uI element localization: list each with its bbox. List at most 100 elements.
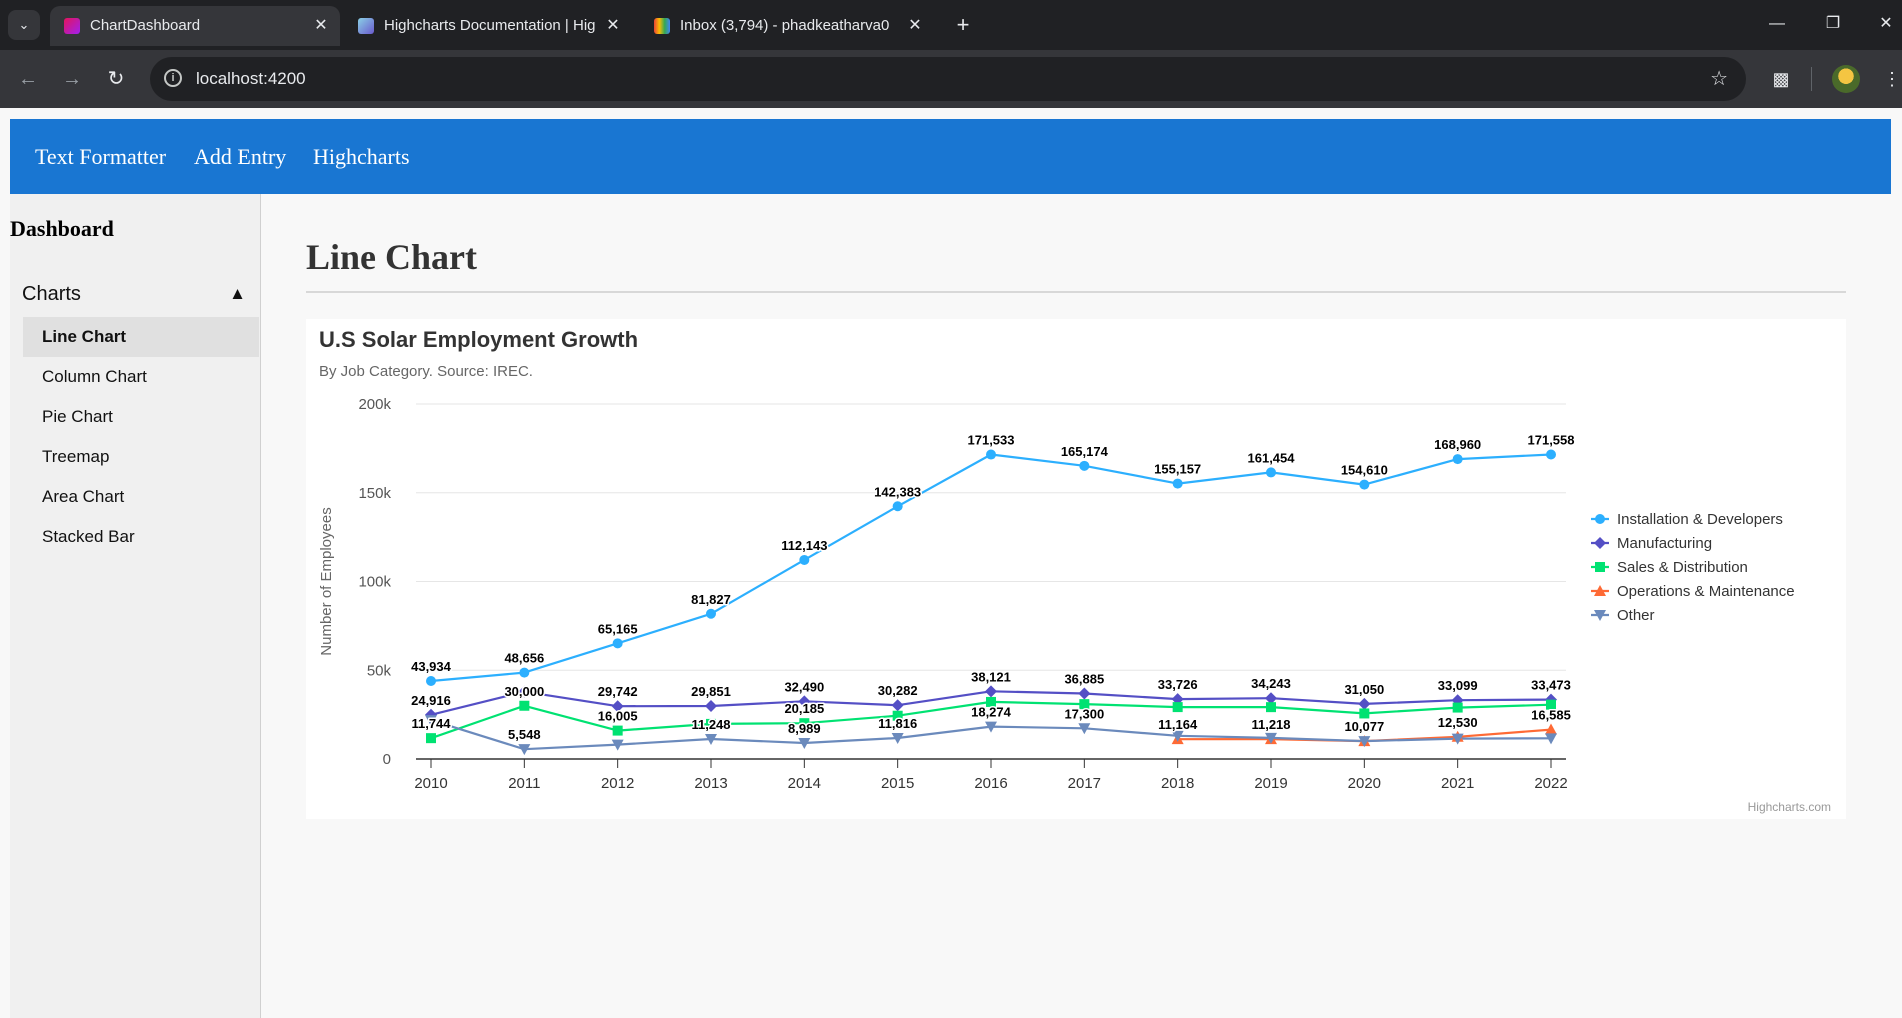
legend-item[interactable]: Manufacturing — [1591, 535, 1712, 552]
sidebar-item-stacked-bar[interactable]: Stacked Bar — [42, 527, 135, 546]
data-point-0[interactable] — [426, 676, 436, 687]
url-text[interactable]: localhost:4200 — [196, 69, 306, 88]
browser-tab-highcharts[interactable]: Highcharts Documentation | Hig ✕ — [344, 6, 632, 46]
data-point-2[interactable] — [1546, 699, 1556, 710]
back-button[interactable]: ← — [12, 63, 44, 95]
data-point-2[interactable] — [986, 696, 996, 707]
legend-marker[interactable] — [1594, 610, 1606, 621]
data-label: 10,077 — [1344, 719, 1384, 734]
legend-label: Operations & Maintenance — [1617, 583, 1795, 600]
nav-link-highcharts[interactable]: Highcharts — [313, 144, 410, 169]
data-point-4[interactable] — [985, 721, 997, 733]
close-tab-icon[interactable]: ✕ — [606, 17, 620, 34]
data-point-3[interactable] — [1545, 723, 1557, 735]
data-point-4[interactable] — [891, 733, 904, 745]
restore-button[interactable]: ❐ — [1813, 6, 1853, 42]
close-tab-icon[interactable]: ✕ — [314, 17, 328, 34]
legend-marker[interactable] — [1595, 514, 1605, 524]
legend-item[interactable]: Operations & Maintenance — [1591, 583, 1795, 600]
data-point-2[interactable] — [799, 718, 810, 729]
data-point-1[interactable] — [1545, 693, 1557, 706]
sidebar-section-charts[interactable]: Charts ▲ — [22, 278, 248, 310]
data-point-4[interactable] — [1358, 736, 1371, 748]
legend-item[interactable]: Installation & Developers — [1591, 511, 1783, 528]
x-tick-label: 2019 — [1254, 775, 1287, 792]
browser-tab-gmail[interactable]: Inbox (3,794) - phadkeatharva0 ✕ — [640, 6, 934, 46]
sidebar-item-line-chart[interactable]: Line Chart — [23, 317, 259, 357]
data-point-4[interactable] — [1451, 733, 1464, 745]
data-point-0[interactable] — [986, 449, 996, 460]
data-point-1[interactable] — [1358, 697, 1371, 710]
data-point-2[interactable] — [1266, 702, 1276, 713]
data-point-0[interactable] — [1266, 467, 1276, 478]
data-point-0[interactable] — [1172, 478, 1183, 489]
menu-button[interactable]: ⋮ — [1876, 63, 1902, 95]
data-point-4[interactable] — [1265, 732, 1277, 744]
data-point-2[interactable] — [706, 718, 716, 729]
sidebar-item-pie-chart[interactable]: Pie Chart — [42, 407, 113, 426]
legend-item[interactable]: Sales & Distribution — [1591, 559, 1748, 576]
data-point-1[interactable] — [891, 699, 904, 712]
data-label: 12,530 — [1438, 715, 1478, 730]
tab-search-button[interactable]: ⌄ — [8, 10, 40, 40]
chart-credits[interactable]: Highcharts.com — [1748, 800, 1831, 814]
data-point-1[interactable] — [798, 695, 811, 708]
legend-item[interactable]: Other — [1591, 607, 1655, 624]
data-point-2[interactable] — [1359, 708, 1370, 719]
data-point-1[interactable] — [518, 685, 531, 698]
data-point-4[interactable] — [705, 734, 717, 746]
data-label: 171,558 — [1528, 432, 1575, 447]
data-point-1[interactable] — [1265, 692, 1277, 705]
close-tab-icon[interactable]: ✕ — [908, 17, 922, 34]
legend-marker[interactable] — [1595, 562, 1605, 572]
data-point-0[interactable] — [1546, 449, 1556, 460]
reload-button[interactable]: ↻ — [100, 63, 132, 95]
bookmark-star-icon[interactable]: ☆ — [1710, 68, 1728, 90]
data-point-2[interactable] — [612, 725, 623, 736]
sidebar-item-area-chart[interactable]: Area Chart — [42, 487, 125, 506]
data-point-0[interactable] — [612, 638, 623, 649]
data-point-4[interactable] — [425, 715, 437, 727]
data-point-2[interactable] — [519, 700, 530, 711]
extensions-button[interactable]: ▩ — [1765, 63, 1797, 95]
plus-icon: + — [956, 12, 970, 37]
browser-tab-chartdashboard[interactable]: ChartDashboard ✕ — [50, 6, 340, 46]
data-point-4[interactable] — [798, 738, 811, 750]
data-point-4[interactable] — [1171, 730, 1184, 742]
data-point-0[interactable] — [1359, 479, 1370, 490]
sidebar-item-column-chart[interactable]: Column Chart — [42, 367, 147, 386]
legend-marker[interactable] — [1594, 537, 1606, 549]
new-tab-button[interactable]: + — [948, 10, 978, 40]
address-bar[interactable]: i localhost:4200 ☆ — [150, 57, 1746, 101]
data-point-0[interactable] — [519, 667, 530, 678]
data-point-4[interactable] — [611, 739, 624, 751]
data-point-4[interactable] — [518, 744, 531, 756]
kebab-menu-icon: ⋮ — [1883, 69, 1901, 89]
forward-button[interactable]: → — [56, 63, 88, 95]
data-point-0[interactable] — [799, 554, 810, 565]
legend-marker[interactable] — [1594, 585, 1606, 596]
site-info-icon[interactable]: i — [164, 69, 182, 87]
data-point-1[interactable] — [705, 700, 717, 713]
data-point-2[interactable] — [1172, 702, 1183, 713]
nav-link-add-entry[interactable]: Add Entry — [194, 144, 287, 169]
data-point-4[interactable] — [1078, 723, 1091, 735]
data-point-2[interactable] — [1079, 699, 1090, 710]
series-line-0[interactable] — [430, 453, 1552, 683]
data-point-1[interactable] — [611, 700, 624, 713]
nav-link-text-formatter[interactable]: Text Formatter — [35, 144, 167, 169]
data-point-0[interactable] — [892, 501, 903, 512]
data-point-2[interactable] — [1452, 702, 1463, 713]
data-point-0[interactable] — [706, 608, 716, 619]
data-point-0[interactable] — [1079, 460, 1090, 471]
data-point-0[interactable] — [1452, 454, 1463, 465]
data-point-1[interactable] — [985, 685, 997, 698]
sidebar-item-treemap[interactable]: Treemap — [42, 447, 110, 466]
data-point-2[interactable] — [892, 710, 903, 721]
close-window-button[interactable]: ✕ — [1866, 6, 1902, 42]
avatar[interactable] — [1832, 65, 1860, 93]
data-point-1[interactable] — [1078, 687, 1091, 700]
data-point-2[interactable] — [426, 733, 436, 744]
data-point-4[interactable] — [1545, 733, 1557, 745]
minimize-button[interactable]: — — [1757, 6, 1797, 42]
